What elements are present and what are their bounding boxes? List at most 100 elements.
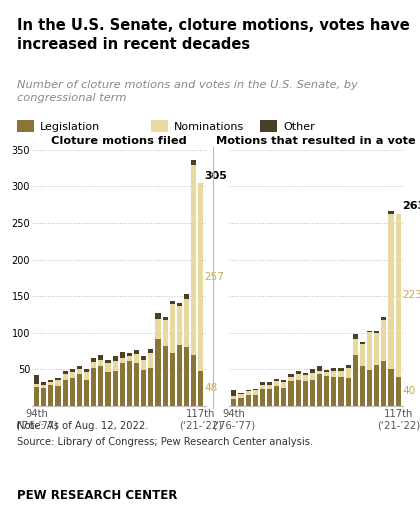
- Title: Cloture motions filed: Cloture motions filed: [51, 136, 186, 146]
- Bar: [41, 383, 46, 385]
- Bar: [239, 398, 244, 406]
- Text: 257: 257: [205, 272, 225, 282]
- Bar: [246, 395, 251, 406]
- Bar: [70, 372, 75, 378]
- Bar: [274, 379, 279, 381]
- Bar: [77, 369, 82, 374]
- Bar: [63, 372, 68, 374]
- Bar: [360, 366, 365, 406]
- Bar: [184, 346, 189, 406]
- Bar: [98, 366, 103, 406]
- Bar: [281, 388, 286, 406]
- Bar: [55, 386, 60, 406]
- Bar: [360, 342, 365, 344]
- Bar: [77, 366, 82, 369]
- Bar: [70, 378, 75, 406]
- Bar: [303, 373, 308, 375]
- Bar: [324, 370, 329, 372]
- Bar: [374, 365, 379, 406]
- Text: Other: Other: [284, 121, 315, 132]
- Bar: [41, 385, 46, 388]
- Text: 223: 223: [402, 290, 420, 300]
- Bar: [360, 344, 365, 366]
- Bar: [105, 360, 110, 363]
- Bar: [34, 384, 39, 387]
- Bar: [41, 388, 46, 406]
- Text: 48: 48: [205, 383, 218, 393]
- Bar: [289, 374, 294, 376]
- Bar: [34, 387, 39, 406]
- Bar: [191, 165, 196, 355]
- Bar: [120, 363, 125, 406]
- Bar: [324, 372, 329, 376]
- Bar: [367, 370, 372, 406]
- Bar: [346, 365, 351, 368]
- Bar: [134, 354, 139, 363]
- Bar: [367, 332, 372, 370]
- Bar: [134, 349, 139, 354]
- Bar: [63, 374, 68, 381]
- Bar: [260, 389, 265, 406]
- Bar: [353, 355, 358, 406]
- Bar: [113, 361, 118, 371]
- Text: Number of cloture motions and votes in the U.S. Senate, by
congressional term: Number of cloture motions and votes in t…: [17, 80, 358, 102]
- Bar: [127, 356, 132, 361]
- Bar: [317, 374, 322, 406]
- Bar: [381, 316, 386, 321]
- Bar: [127, 353, 132, 356]
- Bar: [163, 316, 168, 320]
- Bar: [339, 371, 344, 377]
- Bar: [155, 339, 160, 406]
- Bar: [303, 381, 308, 406]
- Bar: [353, 334, 358, 339]
- Bar: [98, 360, 103, 366]
- Bar: [310, 369, 315, 373]
- Bar: [127, 361, 132, 406]
- Bar: [281, 383, 286, 388]
- Text: Source: Library of Congress; Pew Research Center analysis.: Source: Library of Congress; Pew Researc…: [17, 437, 313, 447]
- Bar: [353, 339, 358, 355]
- Bar: [70, 369, 75, 372]
- Bar: [296, 379, 301, 406]
- Bar: [331, 376, 336, 406]
- Bar: [184, 294, 189, 299]
- Bar: [177, 303, 182, 307]
- Bar: [296, 372, 301, 374]
- Bar: [55, 381, 60, 386]
- Bar: [120, 353, 125, 358]
- Bar: [63, 381, 68, 406]
- Text: Note: As of Aug. 12, 2022.: Note: As of Aug. 12, 2022.: [17, 421, 148, 431]
- Bar: [267, 383, 272, 385]
- Text: 40: 40: [402, 386, 415, 396]
- Text: In the U.S. Senate, cloture motions, votes have
increased in recent decades: In the U.S. Senate, cloture motions, vot…: [17, 18, 410, 52]
- Bar: [231, 399, 236, 406]
- Bar: [155, 313, 160, 319]
- Bar: [55, 378, 60, 381]
- Bar: [374, 330, 379, 333]
- Bar: [84, 372, 89, 379]
- Bar: [260, 385, 265, 389]
- Bar: [84, 369, 89, 372]
- Bar: [231, 390, 236, 396]
- Bar: [91, 362, 96, 368]
- Bar: [267, 389, 272, 406]
- Bar: [141, 360, 146, 370]
- Bar: [148, 349, 153, 353]
- Bar: [177, 307, 182, 345]
- Bar: [367, 330, 372, 332]
- Bar: [191, 160, 196, 165]
- Bar: [317, 367, 322, 371]
- Bar: [246, 390, 251, 391]
- Bar: [246, 391, 251, 395]
- Bar: [253, 389, 258, 390]
- Bar: [48, 385, 53, 406]
- Bar: [120, 358, 125, 363]
- Bar: [105, 372, 110, 406]
- Text: Legislation: Legislation: [40, 121, 100, 132]
- Bar: [274, 381, 279, 386]
- Bar: [98, 355, 103, 360]
- Bar: [331, 368, 336, 371]
- Bar: [346, 378, 351, 406]
- Bar: [388, 369, 394, 406]
- Bar: [141, 370, 146, 406]
